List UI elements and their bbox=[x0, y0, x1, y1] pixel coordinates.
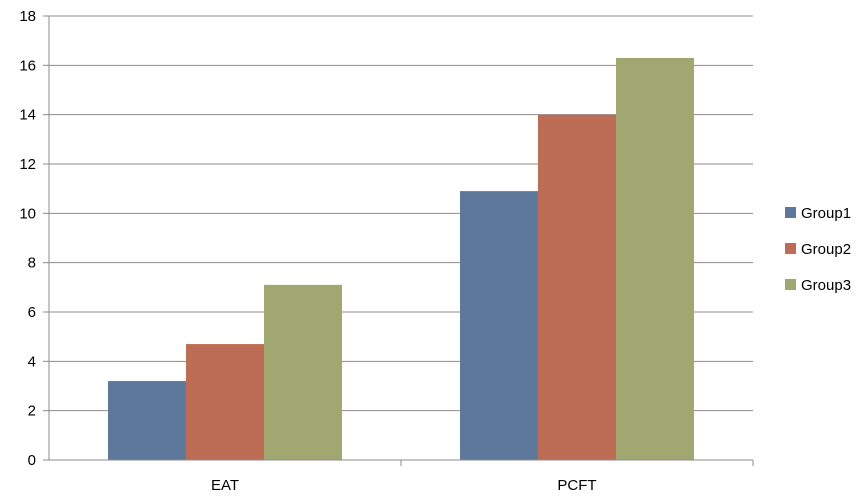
y-tick-label: 0 bbox=[28, 452, 36, 469]
y-tick-label: 16 bbox=[19, 57, 36, 74]
axes bbox=[43, 15, 754, 466]
x-category-label: EAT bbox=[211, 477, 239, 494]
bar-group3-pcft bbox=[616, 57, 694, 460]
legend-swatch-group3 bbox=[785, 279, 796, 290]
legend: Group1 Group2 Group3 bbox=[785, 205, 851, 294]
y-tick-label: 12 bbox=[19, 156, 36, 173]
x-category-labels: EAT PCFT bbox=[211, 477, 597, 494]
y-tick-label: 10 bbox=[19, 205, 36, 222]
bar-group3-eat bbox=[264, 284, 342, 460]
legend-swatch-group1 bbox=[785, 207, 796, 218]
legend-label: Group3 bbox=[801, 277, 851, 294]
legend-label: Group2 bbox=[801, 241, 851, 258]
bar-group1-pcft bbox=[460, 191, 538, 460]
legend-swatch-group2 bbox=[785, 243, 796, 254]
y-tick-label: 6 bbox=[28, 304, 36, 321]
gridlines bbox=[49, 15, 753, 412]
y-tick-label: 18 bbox=[19, 8, 36, 25]
y-tick-label: 14 bbox=[19, 107, 36, 124]
y-tick-label: 8 bbox=[28, 255, 36, 272]
bar-group2-pcft bbox=[538, 114, 616, 461]
legend-label: Group1 bbox=[801, 205, 851, 222]
bar-group1-eat bbox=[108, 381, 186, 460]
x-category-label: PCFT bbox=[557, 477, 596, 494]
bar-group2-eat bbox=[186, 344, 264, 460]
y-tick-label: 2 bbox=[28, 403, 36, 420]
bars bbox=[108, 57, 694, 461]
y-tick-label: 4 bbox=[28, 353, 36, 370]
y-tick-labels: 0 2 4 6 8 10 12 14 16 18 bbox=[19, 8, 36, 469]
